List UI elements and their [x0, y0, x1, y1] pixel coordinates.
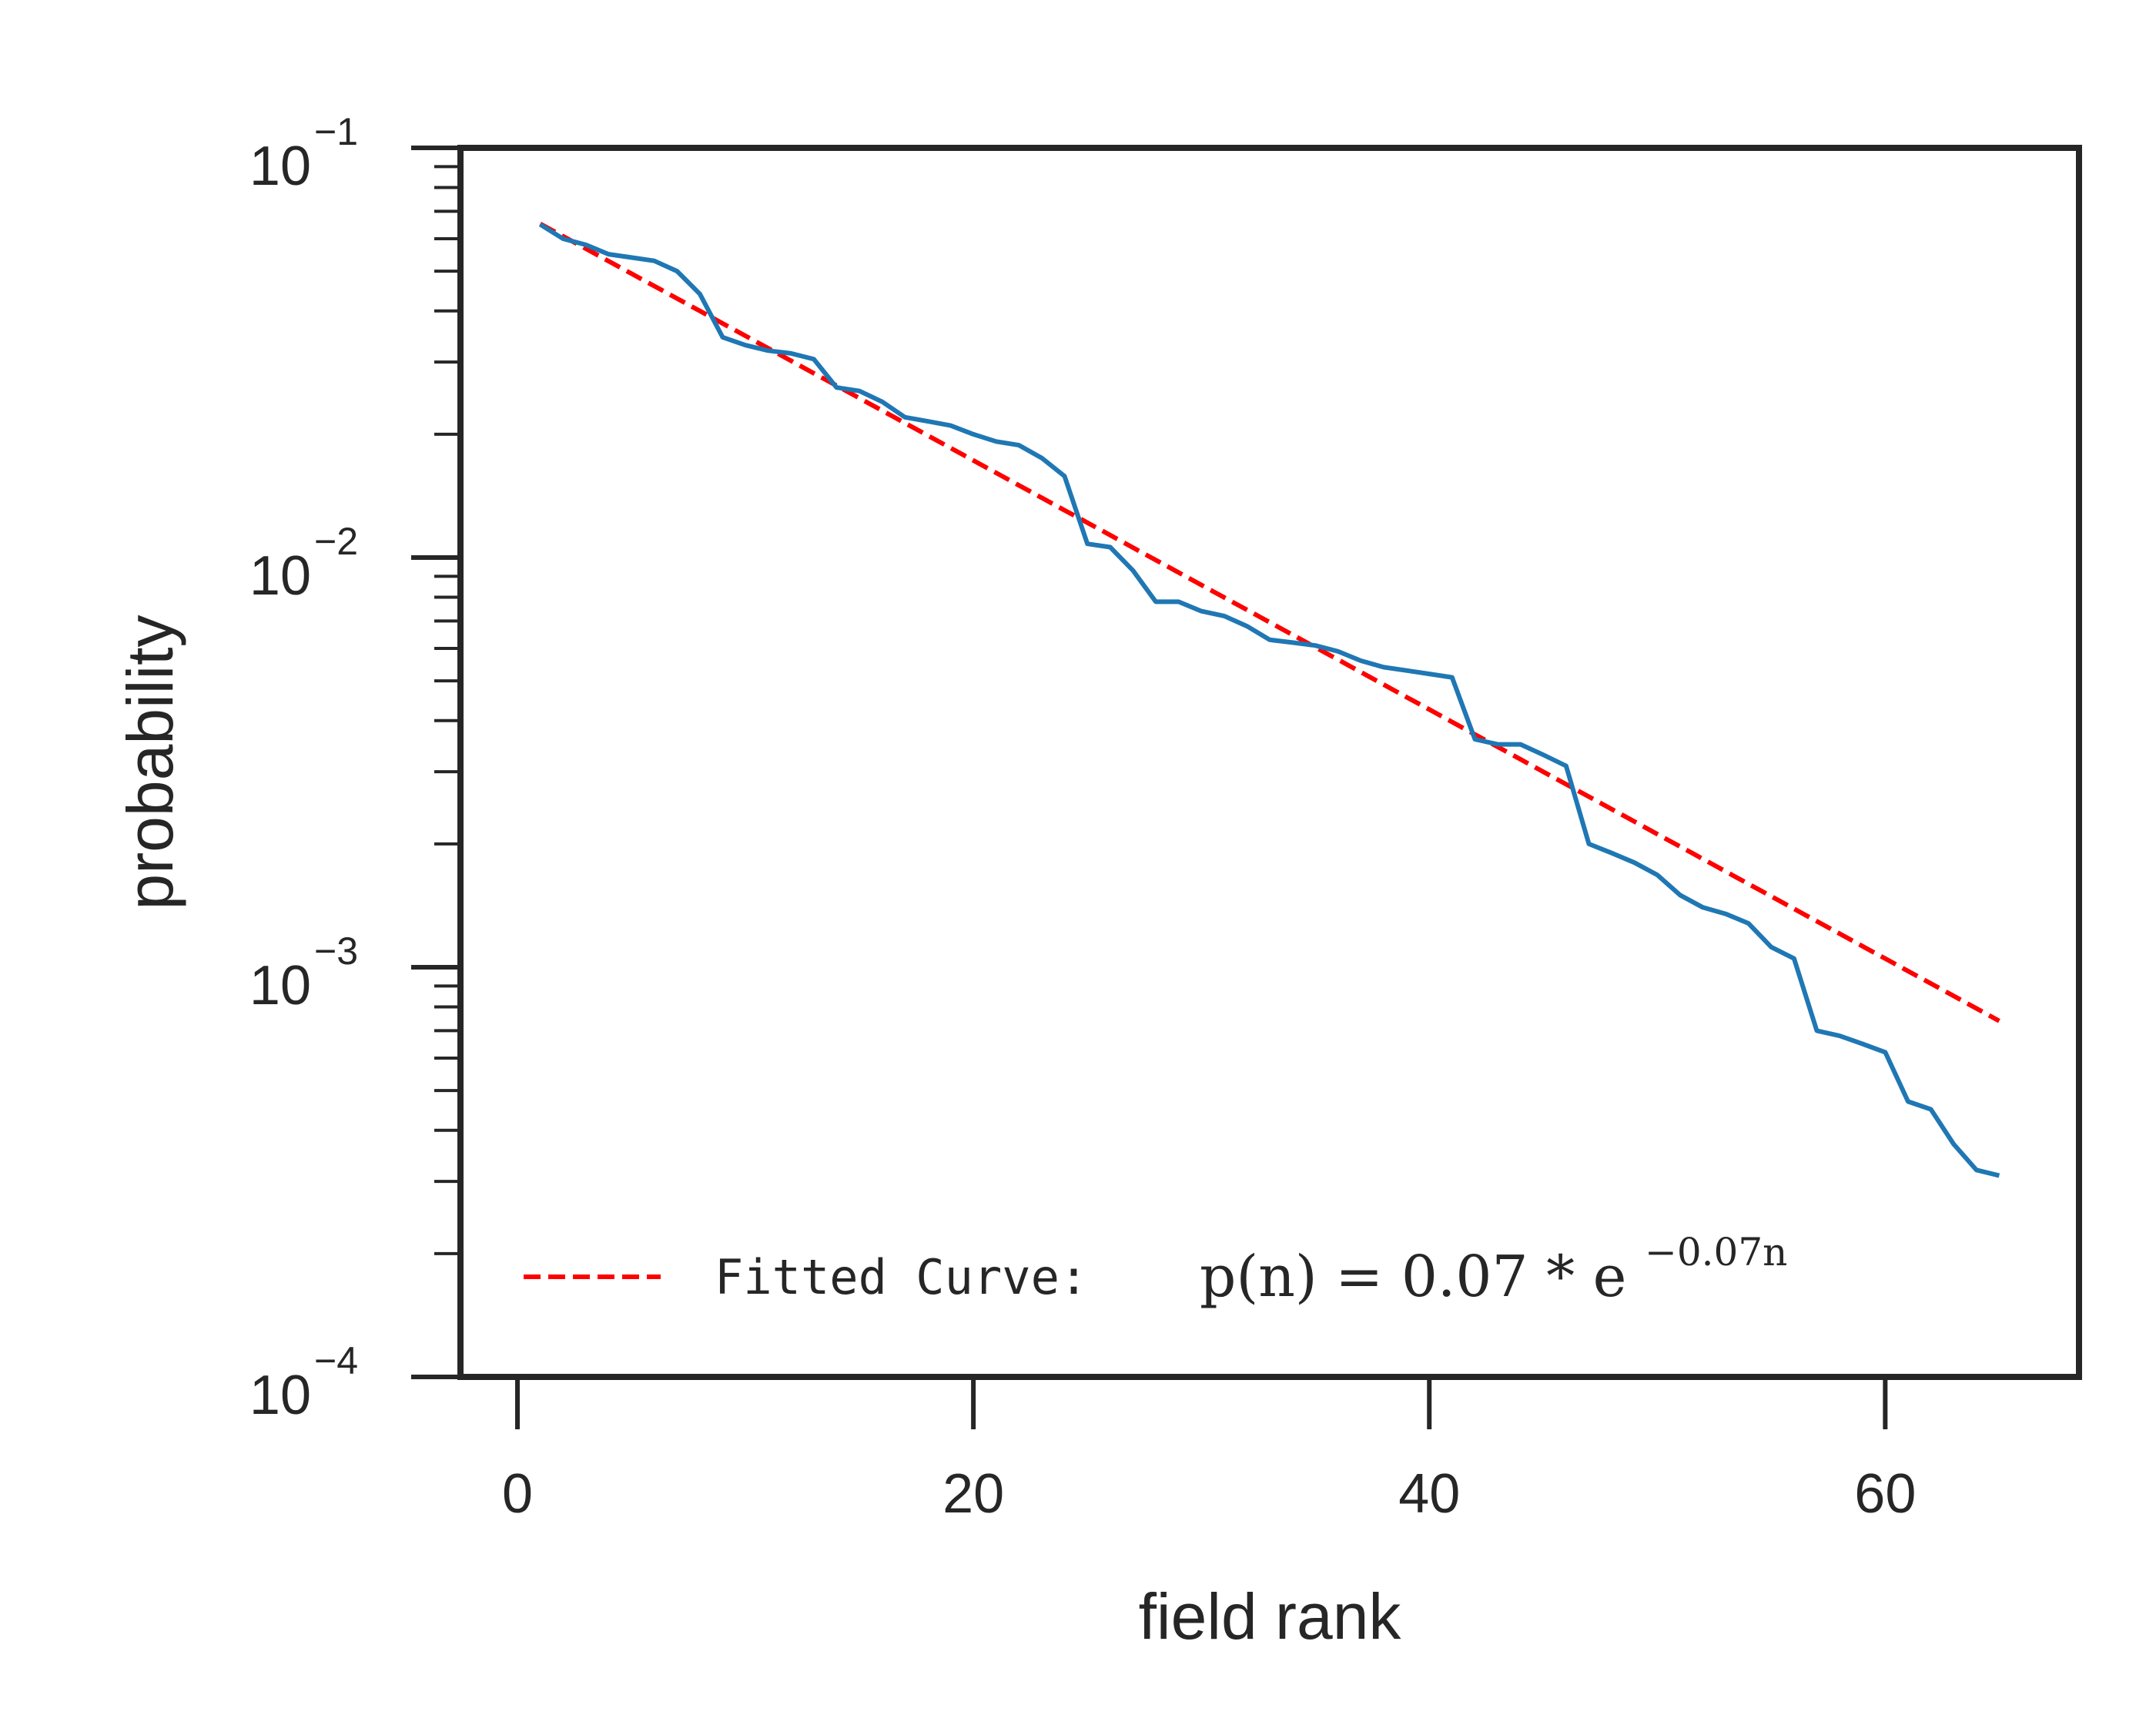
probability-series-line — [539, 222, 2000, 1178]
legend-fitted-formula-exponent: −0.07n — [1645, 1230, 1787, 1274]
x-tick-label: 40 — [1398, 1463, 1460, 1525]
legend-fitted-formula: p(n) = 0.07 * e −0.07n — [1200, 1230, 1787, 1310]
y-tick-label: 10 — [249, 1365, 311, 1426]
legend-fitted-formula-main: p(n) = 0.07 * e — [1200, 1244, 1626, 1310]
y-tick-label-exponent: −2 — [314, 520, 358, 563]
x-tick-label: 0 — [502, 1463, 533, 1525]
legend: Fitted Curve: p(n) = 0.07 * e −0.07n — [524, 1230, 1787, 1310]
y-tick-label-exponent: −1 — [314, 110, 358, 153]
fitted-curve-line — [539, 221, 2000, 1023]
y-tick-label: 10 — [249, 545, 311, 607]
plot-frame — [457, 145, 2082, 1380]
x-tick-label: 20 — [942, 1463, 1004, 1525]
y-tick-label-exponent: −3 — [314, 929, 358, 973]
y-tick-label-exponent: −4 — [314, 1339, 358, 1382]
y-tick-label: 10 — [249, 955, 311, 1017]
y-axis-label: probability — [114, 615, 186, 910]
x-tick-label: 60 — [1854, 1463, 1916, 1525]
y-tick-label: 10 — [249, 136, 311, 197]
series-layer — [539, 221, 2000, 1178]
x-axis-label: field rank — [1139, 1580, 1402, 1653]
legend-fitted-label: Fitted Curve: — [715, 1249, 1088, 1305]
